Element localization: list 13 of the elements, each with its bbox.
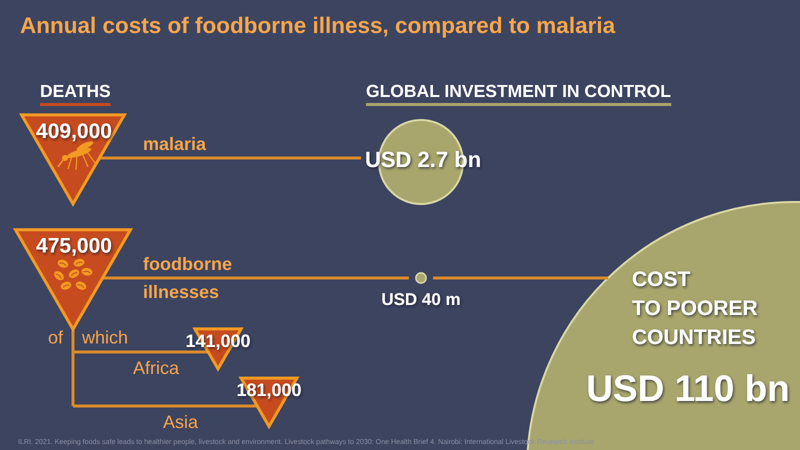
series-label: COST TO POORER COUNTRIES: [632, 268, 758, 349]
data-label: USD 110 bn: [586, 368, 790, 409]
category-label: malaria: [143, 134, 208, 154]
data-label: USD 40 m: [381, 290, 461, 309]
category-label: Africa: [133, 358, 180, 378]
data-label: 475,000: [36, 234, 112, 258]
text: GLOBAL INVESTMENT IN CONTROL: [366, 81, 672, 101]
category-label: foodborne illnesses: [143, 254, 232, 302]
text: Annual costs of foodborne illness, compared to malaria: [20, 13, 616, 38]
series-label: DEATHS: [40, 81, 111, 101]
text: of which: [48, 327, 128, 348]
category-label: Asia: [163, 412, 200, 432]
data-label: 409,000: [36, 120, 112, 143]
